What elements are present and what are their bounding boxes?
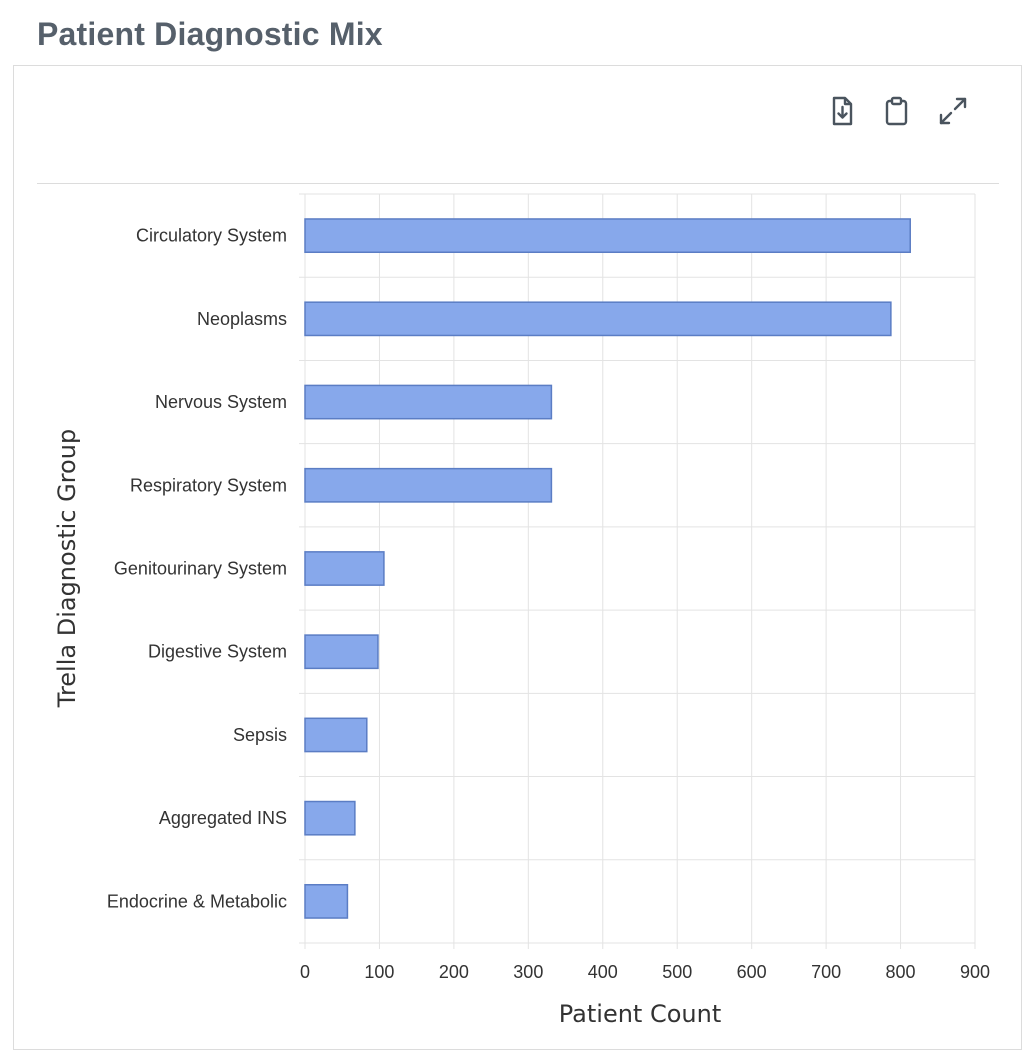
x-tick-label: 0 <box>300 962 310 982</box>
y-tick-label: Sepsis <box>233 725 287 745</box>
x-tick-labels: 0 100 200 300 400 500 600 700 800 900 <box>300 962 990 982</box>
x-tick-label: 800 <box>886 962 916 982</box>
download-button[interactable] <box>823 92 861 130</box>
bar[interactable] <box>304 467 553 503</box>
bar[interactable] <box>304 883 349 919</box>
bar[interactable] <box>304 301 892 337</box>
x-tick-label: 500 <box>662 962 692 982</box>
y-axis-title: Trella Diagnostic Group <box>53 429 81 708</box>
bar[interactable] <box>304 218 911 254</box>
y-tick-label: Neoplasms <box>197 309 287 329</box>
y-tick-label: Genitourinary System <box>114 559 287 579</box>
bar[interactable] <box>304 551 385 586</box>
x-tick-label: 700 <box>811 962 841 982</box>
bar[interactable] <box>304 717 368 753</box>
x-tick-label: 200 <box>439 962 469 982</box>
file-download-icon <box>832 96 853 126</box>
expand-button[interactable] <box>934 92 972 130</box>
y-tick-label: Nervous System <box>155 392 287 412</box>
x-tick-label: 900 <box>960 962 990 982</box>
y-tick-label: Circulatory System <box>136 226 287 246</box>
bar[interactable] <box>304 800 356 836</box>
x-tick-label: 100 <box>364 962 394 982</box>
x-axis-title: Patient Count <box>559 1000 721 1028</box>
page-title: Patient Diagnostic Mix <box>37 16 383 52</box>
y-tick-label: Respiratory System <box>130 475 287 495</box>
y-tick-label: Aggregated INS <box>159 808 287 828</box>
copy-to-clipboard-button[interactable] <box>877 92 915 130</box>
y-tick-label: Digestive System <box>148 642 287 662</box>
clipboard-icon <box>885 96 908 126</box>
toolbar-divider <box>37 183 999 184</box>
bar[interactable] <box>304 634 379 670</box>
x-tick-label: 600 <box>737 962 767 982</box>
bar-series <box>304 218 911 919</box>
bar[interactable] <box>304 384 553 420</box>
y-tick-labels: Circulatory System Neoplasms Nervous Syste… <box>107 226 287 912</box>
expand-icon <box>939 97 967 125</box>
x-tick-label: 300 <box>513 962 543 982</box>
x-tick-label: 400 <box>588 962 618 982</box>
y-tick-label: Endocrine & Metabolic <box>107 891 287 911</box>
